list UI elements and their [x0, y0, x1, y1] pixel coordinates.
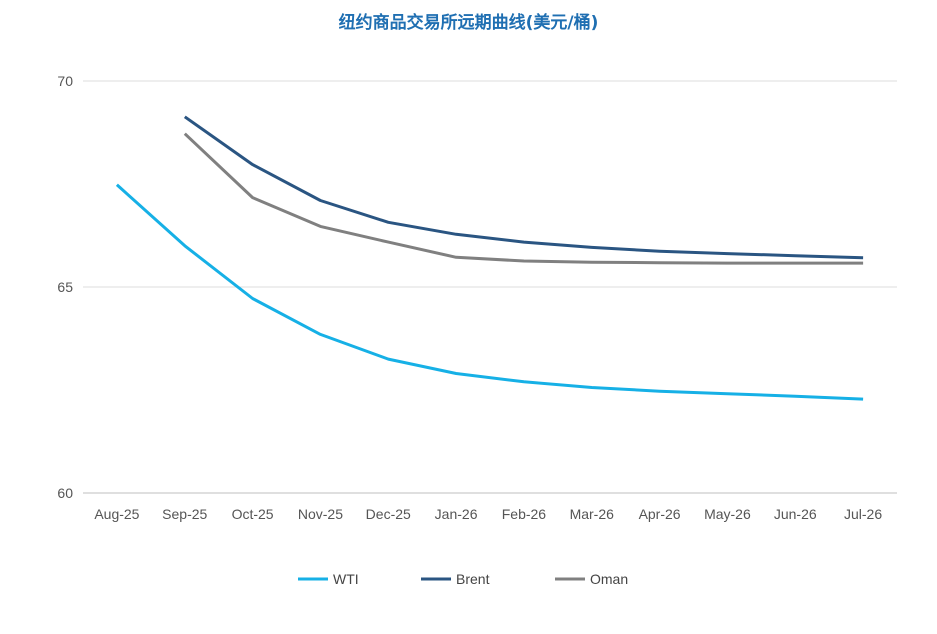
- y-tick-label: 60: [57, 485, 73, 501]
- x-tick-label: Sep-25: [162, 506, 207, 522]
- x-tick-label: Nov-25: [298, 506, 343, 522]
- legend-label-oman: Oman: [590, 571, 628, 587]
- legend-label-wti: WTI: [333, 571, 359, 587]
- x-tick-label: Dec-25: [366, 506, 411, 522]
- series-line-wti: [115, 183, 864, 401]
- y-tick-label: 65: [57, 279, 73, 295]
- x-tick-label: Jan-26: [435, 506, 478, 522]
- x-tick-label: Apr-26: [639, 506, 681, 522]
- series-line-brent: [183, 115, 864, 260]
- chart-title: 纽约商品交易所远期曲线(美元/桶): [338, 13, 599, 33]
- series-line-oman: [183, 132, 864, 265]
- x-tick-label: Jul-26: [844, 506, 882, 522]
- x-tick-label: May-26: [704, 506, 751, 522]
- legend-label-brent: Brent: [456, 571, 490, 587]
- x-tick-label: Mar-26: [570, 506, 615, 522]
- x-tick-label: Feb-26: [502, 506, 547, 522]
- x-tick-label: Aug-25: [94, 506, 139, 522]
- x-tick-label: Oct-25: [232, 506, 274, 522]
- y-tick-label: 70: [57, 73, 73, 89]
- x-tick-label: Jun-26: [774, 506, 817, 522]
